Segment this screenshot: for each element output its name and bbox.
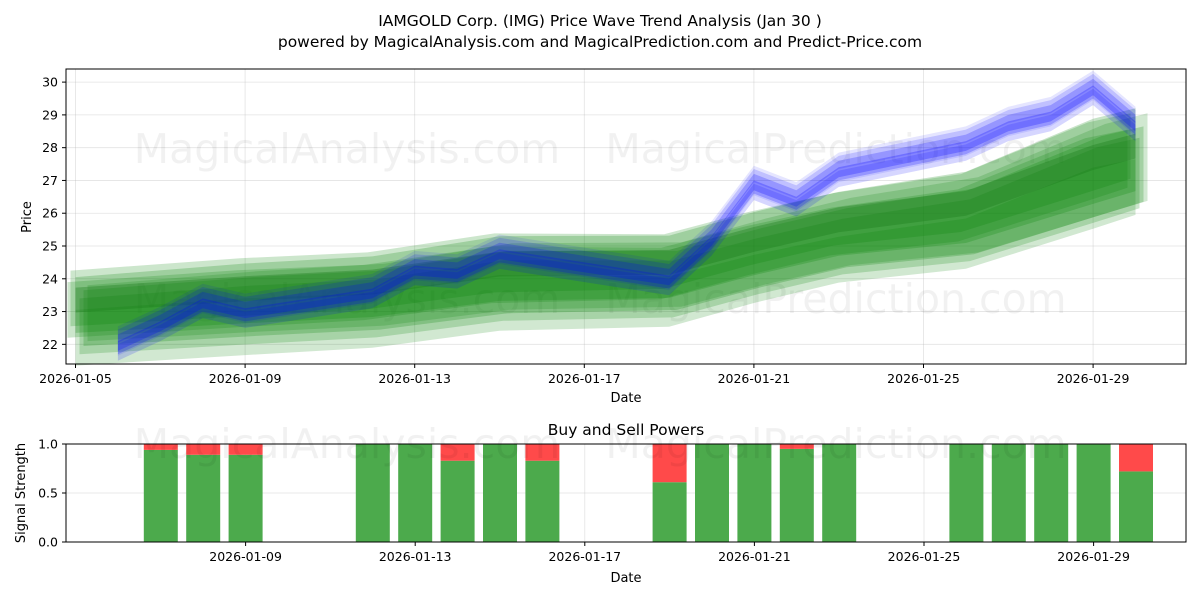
buy-power-bar [1119,471,1153,542]
sell-power-bar [186,444,221,455]
buy-power-bar [1076,444,1111,542]
price-y-tick-label: 28 [42,140,58,155]
signal-y-tick-label: 1.0 [38,437,58,452]
trend-band-layer [87,113,1148,342]
signal-x-tick-label: 2026-01-17 [548,549,621,564]
buy-power-bar [483,444,517,542]
buy-power-bar [652,482,687,542]
price-y-ticks: 22 23 24 25 26 27 28 29 30 [42,75,66,352]
price-y-tick-label: 26 [42,206,58,221]
price-y-tick-label: 25 [42,239,58,254]
signal-x-tick-label: 2026-01-25 [888,549,961,564]
buy-power-bar [143,449,178,542]
price-x-tick-label: 2026-01-29 [1057,371,1130,386]
sell-power-bar [652,444,687,483]
sell-power-bar [525,444,560,461]
price-wave-bands [117,70,1136,361]
signal-x-tick-label: 2026-01-21 [718,549,791,564]
buy-power-bar [525,460,560,542]
price-x-tick-label: 2026-01-25 [887,371,960,386]
price-y-axis-label: Price [20,201,35,233]
signal-y-ticks: 0.0 0.5 1.0 [38,437,66,550]
price-y-tick-label: 22 [42,337,58,352]
trend-band-layer [75,108,1136,333]
buy-power-bar [949,444,984,542]
watermark-magicalanalysis-top: MagicalAnalysis.com [134,125,561,173]
buy-power-bar [186,454,221,542]
sell-power-bar [228,444,263,455]
buy-power-bar [779,448,814,542]
sell-power-bar [779,444,814,449]
price-y-tick-label: 23 [42,304,58,319]
sell-power-bar [440,444,475,461]
buy-power-bar [228,454,263,542]
signal-x-axis-label: Date [610,571,641,586]
price-x-tick-label: 2026-01-05 [39,371,112,386]
buy-power-bar [695,444,729,542]
price-y-tick-label: 27 [42,173,58,188]
watermark-magicalanalysis-mid: MagicalAnalysis.com [134,275,561,323]
trend-band-layer [79,137,1140,355]
trend-band-layer [83,126,1144,347]
price-y-tick-label: 29 [42,107,58,122]
trend-band-layer [75,159,1136,366]
buy-power-bar [737,444,772,542]
signal-bars [143,444,1153,542]
price-wave-layer [117,88,1136,361]
watermark-magicalprediction-top: MagicalPrediction.com [605,125,1066,173]
signal-panel-title: Buy and Sell Powers [548,421,705,439]
signal-y-tick-label: 0.0 [38,535,58,550]
signal-x-tick-label: 2026-01-09 [209,549,282,564]
price-x-tick-label: 2026-01-09 [209,371,282,386]
trend-band-core [75,133,1136,313]
price-x-ticks: 2026-01-05 2026-01-09 2026-01-13 2026-01-17… [39,364,1129,386]
buy-power-bar [1034,444,1069,542]
signal-panel: Buy and Sell Powers MagicalAnalysis.com … [14,420,1187,586]
sell-power-bar [1119,444,1153,472]
chart-subtitle: powered by MagicalAnalysis.com and Magic… [278,33,922,51]
price-panel: MagicalAnalysis.com MagicalPrediction.co… [20,68,1187,406]
buy-power-bar [822,444,857,542]
signal-x-tick-label: 2026-01-13 [379,549,452,564]
price-wave-layer [117,70,1136,356]
buy-power-bar [991,444,1026,542]
price-y-tick-label: 30 [42,75,58,90]
price-x-tick-label: 2026-01-21 [718,371,791,386]
signal-y-axis-label: Signal Strength [14,443,29,543]
price-y-tick-label: 24 [42,271,58,286]
watermark-magicalprediction-mid: MagicalPrediction.com [605,275,1066,323]
price-x-tick-label: 2026-01-13 [378,371,451,386]
price-x-axis-label: Date [610,391,641,406]
sell-power-bar [143,444,178,450]
chart-title: IAMGOLD Corp. (IMG) Price Wave Trend Ana… [378,12,822,30]
price-x-tick-label: 2026-01-17 [548,371,621,386]
signal-x-ticks: 2026-01-09 2026-01-13 2026-01-17 2026-01-21… [209,542,1130,564]
trend-band-layer [67,129,1128,338]
buy-power-bar [355,444,390,542]
price-axes-frame [65,68,1187,365]
trend-bands [67,108,1148,366]
price-grid [66,69,1186,364]
buy-power-bar [398,444,433,542]
signal-y-tick-label: 0.5 [38,486,58,501]
signal-x-tick-label: 2026-01-29 [1057,549,1130,564]
price-watermarks: MagicalAnalysis.com MagicalPrediction.co… [134,125,1067,323]
price-wave-layer [117,78,1136,355]
trend-band-layer [70,113,1131,327]
buy-power-bar [440,460,475,542]
